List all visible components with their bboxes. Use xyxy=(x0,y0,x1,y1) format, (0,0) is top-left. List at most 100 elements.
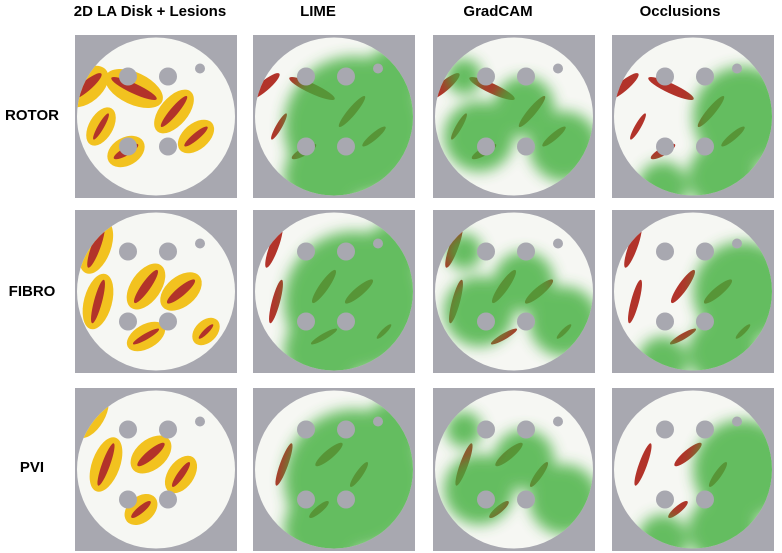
saliency-region xyxy=(494,429,554,490)
panel xyxy=(612,388,774,551)
vein-hole xyxy=(373,63,383,74)
vein-hole xyxy=(337,137,355,156)
vein-hole xyxy=(297,312,315,331)
disk-content xyxy=(77,55,215,168)
panel xyxy=(253,210,415,373)
panel xyxy=(433,388,595,551)
vein-hole xyxy=(696,137,714,156)
panel xyxy=(75,35,237,198)
vein-hole xyxy=(297,242,315,261)
lesion xyxy=(275,443,293,486)
vein-hole xyxy=(477,312,495,331)
saliency-region xyxy=(494,76,554,137)
vein-hole xyxy=(517,490,535,509)
vein-hole xyxy=(517,420,535,439)
vein-hole xyxy=(119,490,137,509)
vein-hole xyxy=(477,242,495,261)
vein-hole xyxy=(656,137,674,156)
lesion xyxy=(630,113,646,140)
vein-hole xyxy=(477,137,495,156)
vein-hole xyxy=(553,238,563,249)
lesion xyxy=(184,126,208,147)
vein-hole xyxy=(119,420,137,439)
vein-hole xyxy=(477,67,495,86)
vein-hole xyxy=(477,420,495,439)
saliency-region xyxy=(494,251,554,312)
vein-hole xyxy=(337,67,355,86)
lesion xyxy=(265,225,283,268)
lesion xyxy=(93,113,109,140)
vein-hole xyxy=(696,67,714,86)
vein-hole xyxy=(517,242,535,261)
lesion xyxy=(198,324,214,339)
panel xyxy=(75,210,237,373)
saliency-region xyxy=(446,58,482,95)
lesion xyxy=(91,279,105,324)
vein-hole xyxy=(553,416,563,427)
vein-hole xyxy=(656,312,674,331)
vein-hole xyxy=(297,137,315,156)
vein-hole xyxy=(119,137,137,156)
saliency-region xyxy=(638,336,688,371)
lesion xyxy=(137,442,165,467)
saliency-region xyxy=(284,311,364,371)
vein-hole xyxy=(373,238,383,249)
vein-hole xyxy=(696,242,714,261)
vein-hole xyxy=(656,67,674,86)
lesion xyxy=(160,95,188,128)
vein-hole xyxy=(517,312,535,331)
lesion xyxy=(670,269,696,304)
disk xyxy=(77,390,235,549)
lesion xyxy=(87,225,105,268)
column-header: Occlusions xyxy=(640,3,721,20)
vein-hole xyxy=(195,238,205,249)
saliency-overlay xyxy=(444,411,593,535)
vein-hole xyxy=(477,490,495,509)
lesion xyxy=(131,501,151,518)
vein-hole xyxy=(732,416,742,427)
vein-hole xyxy=(159,242,177,261)
vein-hole xyxy=(732,63,742,74)
vein-hole xyxy=(159,67,177,86)
vein-hole xyxy=(297,420,315,439)
vein-hole xyxy=(696,312,714,331)
saliency-region xyxy=(638,161,688,196)
column-header: GradCAM xyxy=(463,3,532,20)
vein-hole xyxy=(119,242,137,261)
lesion xyxy=(166,279,196,304)
vein-hole xyxy=(195,416,205,427)
saliency-region xyxy=(444,454,514,525)
vein-hole xyxy=(297,490,315,509)
lesion xyxy=(634,443,652,486)
vein-hole xyxy=(696,420,714,439)
lesion xyxy=(171,462,191,487)
vein-hole xyxy=(297,67,315,86)
lesion xyxy=(674,442,702,467)
saliency-region xyxy=(284,489,364,549)
vein-hole xyxy=(195,63,205,74)
lesion xyxy=(668,501,688,518)
row-label: ROTOR xyxy=(5,107,59,124)
vein-hole xyxy=(159,137,177,156)
lesion xyxy=(133,269,159,304)
saliency-region xyxy=(444,276,514,347)
lesion xyxy=(269,279,283,324)
saliency-region xyxy=(284,136,364,196)
panel xyxy=(253,35,415,198)
column-header: 2D LA Disk + Lesions xyxy=(74,3,226,20)
panel xyxy=(612,35,774,198)
vein-hole xyxy=(517,67,535,86)
vein-hole xyxy=(119,67,137,86)
lesion xyxy=(624,225,642,268)
row-label: PVI xyxy=(20,459,44,476)
vein-hole xyxy=(696,490,714,509)
column-header: LIME xyxy=(300,3,336,20)
vein-hole xyxy=(656,490,674,509)
disk-content xyxy=(435,397,593,535)
vein-hole xyxy=(119,312,137,331)
lesion xyxy=(132,328,160,345)
saliency-region xyxy=(638,514,688,549)
panel xyxy=(433,35,595,198)
vein-hole xyxy=(732,238,742,249)
